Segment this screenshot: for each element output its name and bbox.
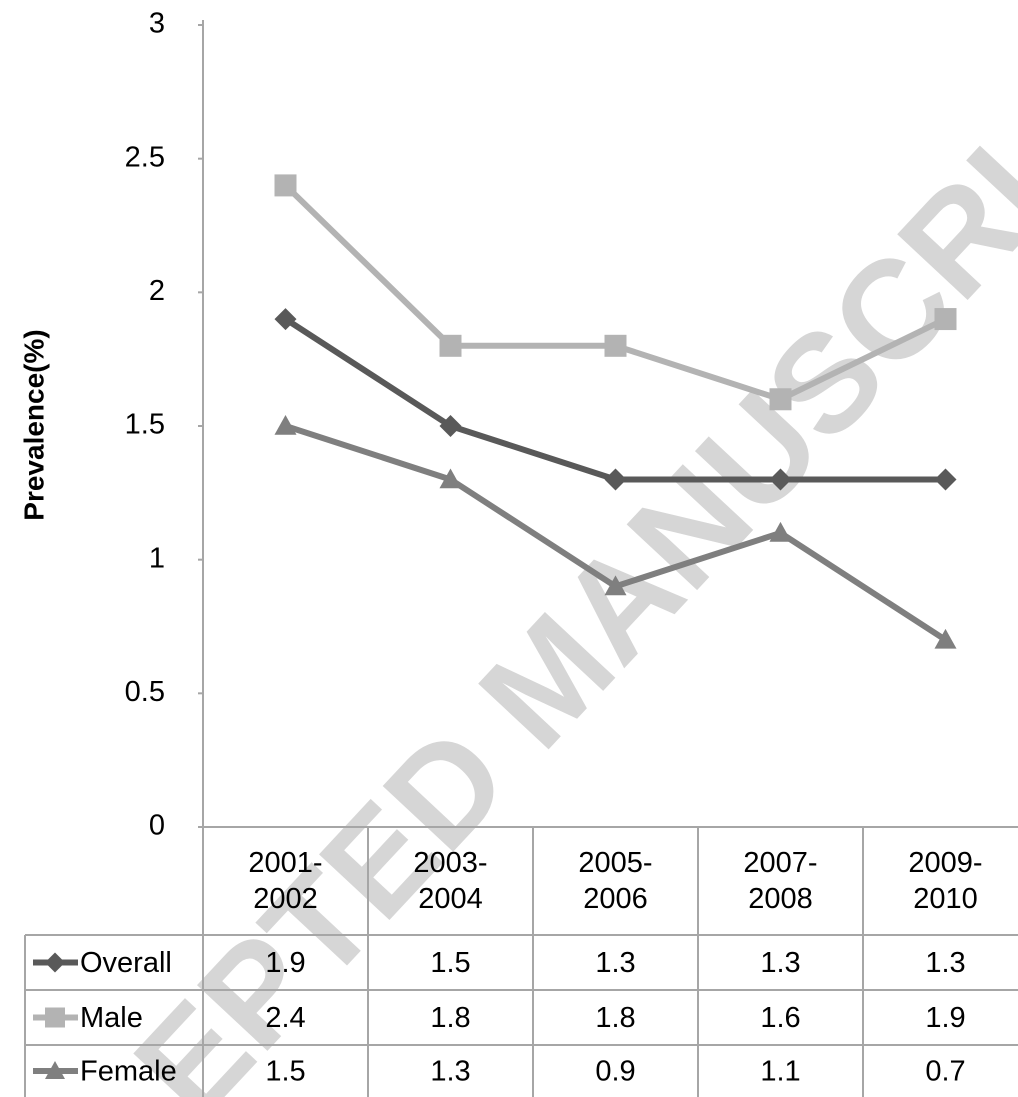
legend-label: Male <box>80 1002 143 1034</box>
marker <box>934 468 957 491</box>
marker <box>934 308 957 331</box>
table-value: 1.8 <box>430 1002 470 1034</box>
table-value: 1.5 <box>430 947 470 979</box>
y-tick-label: 3 <box>149 8 165 40</box>
table-value: 1.1 <box>760 1056 800 1088</box>
table-value: 1.3 <box>925 947 965 979</box>
y-tick-label: 1 <box>149 542 165 574</box>
x-tick-label: 2005-2006 <box>578 847 653 915</box>
watermark: EPTED MANUSCRI <box>104 118 1018 1097</box>
marker <box>604 575 627 596</box>
marker <box>439 334 462 357</box>
x-tick-label: 2009-2010 <box>908 847 983 915</box>
table-value: 0.7 <box>925 1056 965 1088</box>
marker <box>45 1007 65 1028</box>
x-tick-label: 2001-2002 <box>248 847 323 915</box>
marker <box>274 308 297 331</box>
table-value: 2.4 <box>265 1002 305 1034</box>
marker <box>769 521 792 542</box>
marker <box>439 415 462 437</box>
y-tick-label: 0.5 <box>125 676 165 708</box>
table-value: 1.8 <box>595 1002 635 1034</box>
marker <box>45 952 65 973</box>
y-tick-label: 1.5 <box>125 409 165 441</box>
y-tick-label: 0 <box>149 810 165 842</box>
marker <box>604 334 627 357</box>
marker <box>934 628 957 649</box>
marker <box>604 468 627 491</box>
table-value: 1.6 <box>760 1002 800 1034</box>
table-value: 1.3 <box>430 1056 470 1088</box>
y-axis-label: Prevalence(%) <box>18 329 49 520</box>
table-value: 0.9 <box>595 1056 635 1088</box>
legend-label: Overall <box>80 947 172 979</box>
table-value: 1.3 <box>595 947 635 979</box>
table-value: 1.5 <box>265 1056 305 1088</box>
marker <box>45 1061 65 1079</box>
x-tick-label: 2003-2004 <box>413 847 488 915</box>
table-value: 1.3 <box>760 947 800 979</box>
y-tick-label: 2.5 <box>125 141 165 173</box>
y-tick-label: 2 <box>149 275 165 307</box>
marker <box>274 174 297 197</box>
marker <box>274 415 297 435</box>
x-tick-label: 2007-2008 <box>743 847 818 915</box>
marker <box>769 468 792 491</box>
marker <box>769 388 792 411</box>
table-value: 1.9 <box>925 1002 965 1034</box>
table-value: 1.9 <box>265 947 305 979</box>
legend-label: Female <box>80 1056 177 1088</box>
marker <box>439 468 462 489</box>
